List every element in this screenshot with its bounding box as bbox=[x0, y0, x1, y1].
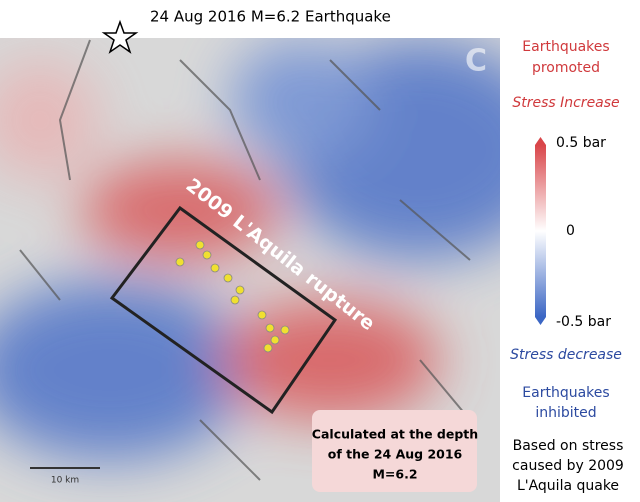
colorbar-label: 0.5 bar bbox=[556, 135, 606, 151]
colorbar bbox=[535, 145, 546, 317]
note-line: M=6.2 bbox=[372, 467, 417, 482]
legend-text: Based on stress bbox=[513, 438, 624, 454]
legend-text: Earthquakes bbox=[522, 39, 609, 55]
legend-text: promoted bbox=[532, 60, 600, 76]
map: C 2009 L'Aquila rupture 10 km Calculated… bbox=[0, 38, 500, 502]
legend-text: caused by 2009 bbox=[512, 458, 624, 474]
legend-text: Stress Increase bbox=[512, 95, 619, 111]
note-line: Calculated at the depth bbox=[312, 427, 478, 442]
title: 24 Aug 2016 M=6.2 Earthquake bbox=[150, 8, 391, 26]
legend-text: Earthquakes bbox=[522, 385, 609, 401]
legend-text: Stress decrease bbox=[510, 347, 622, 363]
colorbar-label: -0.5 bar bbox=[556, 314, 611, 330]
scale-label: 10 km bbox=[51, 476, 79, 486]
star bbox=[101, 19, 139, 54]
panel-letter: C bbox=[465, 44, 487, 79]
legend-text: inhibited bbox=[535, 405, 596, 421]
note-line: of the 24 Aug 2016 bbox=[328, 447, 463, 462]
legend-text: L'Aquila quake bbox=[517, 478, 619, 494]
colorbar-label: 0 bbox=[566, 223, 575, 239]
